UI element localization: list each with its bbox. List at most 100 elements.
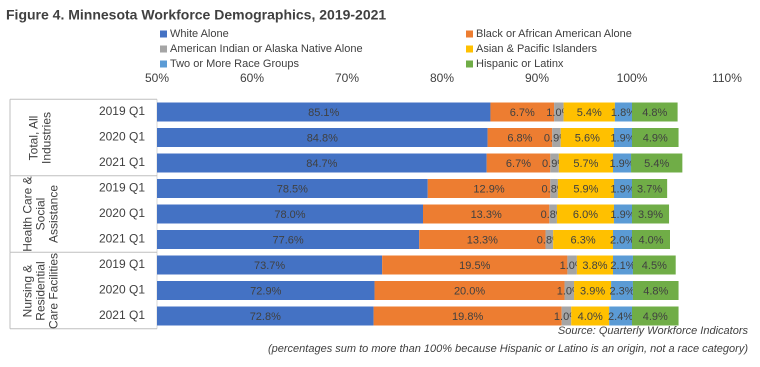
legend-swatch [466, 30, 473, 38]
chart-title: Figure 4. Minnesota Workforce Demographi… [6, 7, 386, 23]
data-label: 4.9% [643, 311, 668, 323]
bar-segment [563, 102, 615, 122]
data-label: 5.4% [577, 107, 602, 119]
data-label: 2.3% [609, 285, 634, 297]
x-tick-label: 100% [617, 71, 648, 85]
data-label: 6.8% [507, 132, 532, 144]
legend-label: American Indian or Alaska Native Alone [170, 43, 363, 55]
footnote: (percentages sum to more than 100% becau… [268, 343, 748, 355]
bar-segment [611, 281, 633, 300]
bar-segment [567, 255, 577, 275]
y-tick-label: 2020 Q1 [99, 283, 145, 297]
data-label: 3.9% [638, 209, 663, 221]
bar-segment [550, 179, 558, 198]
bar-segment [486, 153, 551, 173]
bar-segment [571, 306, 610, 326]
x-tick-label: 60% [240, 71, 264, 85]
data-label: 78.5% [277, 183, 308, 195]
bar-segment [157, 128, 488, 147]
data-label: 5.4% [644, 158, 669, 170]
legend-label: Asian & Pacific Islanders [476, 43, 598, 55]
bar-segment [374, 281, 565, 300]
data-label: 3.9% [580, 285, 605, 297]
bar-segment [632, 128, 679, 147]
data-label: 1.9% [610, 132, 635, 144]
data-label: 1.9% [610, 209, 635, 221]
bar-segment [550, 153, 559, 173]
bar-segment [157, 306, 374, 326]
bar-segment [560, 128, 614, 147]
data-label: 4.9% [643, 132, 668, 144]
data-label: 6.0% [573, 209, 598, 221]
bar-segment [552, 128, 561, 147]
bar-segment [427, 179, 551, 198]
data-label: 85.1% [308, 107, 339, 119]
x-tick-label: 80% [430, 71, 454, 85]
data-label: 84.7% [306, 158, 337, 170]
y-tick-label: 2021 Q1 [99, 232, 145, 246]
bar-segment [632, 179, 668, 198]
bar-segment [632, 306, 679, 326]
bar-segment [490, 102, 555, 122]
bar-segment [545, 230, 554, 249]
bar-segment [632, 255, 676, 275]
data-label: 6.3% [571, 234, 596, 246]
data-label: 19.8% [452, 311, 483, 323]
bar-segment [613, 204, 632, 224]
x-tick-label: 90% [525, 71, 549, 85]
bar-segment [549, 204, 557, 224]
bar-segment [556, 204, 614, 224]
legend-label: Hispanic or Latinx [476, 58, 564, 70]
y-tick-label: 2019 Q1 [99, 257, 145, 271]
bar-segment [419, 230, 546, 249]
legend-swatch [160, 60, 167, 68]
data-label: 2.4% [608, 311, 633, 323]
bar-segment [574, 281, 612, 300]
data-label: 72.8% [250, 311, 281, 323]
bar-segment [613, 128, 632, 147]
bar-segment [576, 255, 613, 275]
x-tick-label: 50% [145, 71, 169, 85]
data-label: 13.3% [471, 209, 502, 221]
bar-segment [613, 255, 633, 275]
data-label: 2.0% [610, 234, 635, 246]
y-tick-label: 2020 Q1 [99, 130, 145, 144]
data-label: 20.0% [454, 285, 485, 297]
y-tick-label: 2021 Q1 [99, 155, 145, 169]
data-label: 1.9% [609, 158, 634, 170]
bar-segment [613, 230, 632, 249]
source-note: Source: Quarterly Workforce Indicators [558, 325, 749, 337]
data-label: 84.8% [307, 132, 338, 144]
data-label: 3.8% [582, 260, 607, 272]
bar-segment [613, 179, 632, 198]
data-label: 5.9% [573, 183, 598, 195]
group-label: Nursing & Residential Care Facilities [19, 252, 60, 329]
data-label: 4.8% [642, 107, 667, 119]
y-tick-label: 2020 Q1 [99, 206, 145, 220]
bar-segment [157, 153, 487, 173]
bar-segment [614, 102, 632, 122]
bar-segment [632, 204, 670, 224]
bar-segment [553, 230, 613, 249]
bar-segment [609, 306, 632, 326]
legend-swatch [466, 60, 473, 68]
data-label: 19.5% [459, 260, 490, 272]
bar-segment [554, 102, 564, 122]
bar-segment [558, 153, 613, 173]
y-tick-label: 2021 Q1 [99, 308, 145, 322]
data-label: 5.6% [575, 132, 600, 144]
x-tick-label: 70% [335, 71, 359, 85]
bar-segment [561, 306, 572, 326]
data-label: 78.0% [274, 209, 305, 221]
bar-segment [487, 128, 553, 147]
bar-segment [631, 153, 683, 173]
legend-label: Two or More Race Groups [170, 58, 299, 70]
data-label: 72.9% [250, 285, 281, 297]
bar-segment [423, 204, 550, 224]
data-label: 13.3% [467, 234, 498, 246]
data-label: 77.6% [272, 234, 303, 246]
bar-segment [157, 179, 428, 198]
y-tick-label: 2019 Q1 [99, 181, 145, 195]
